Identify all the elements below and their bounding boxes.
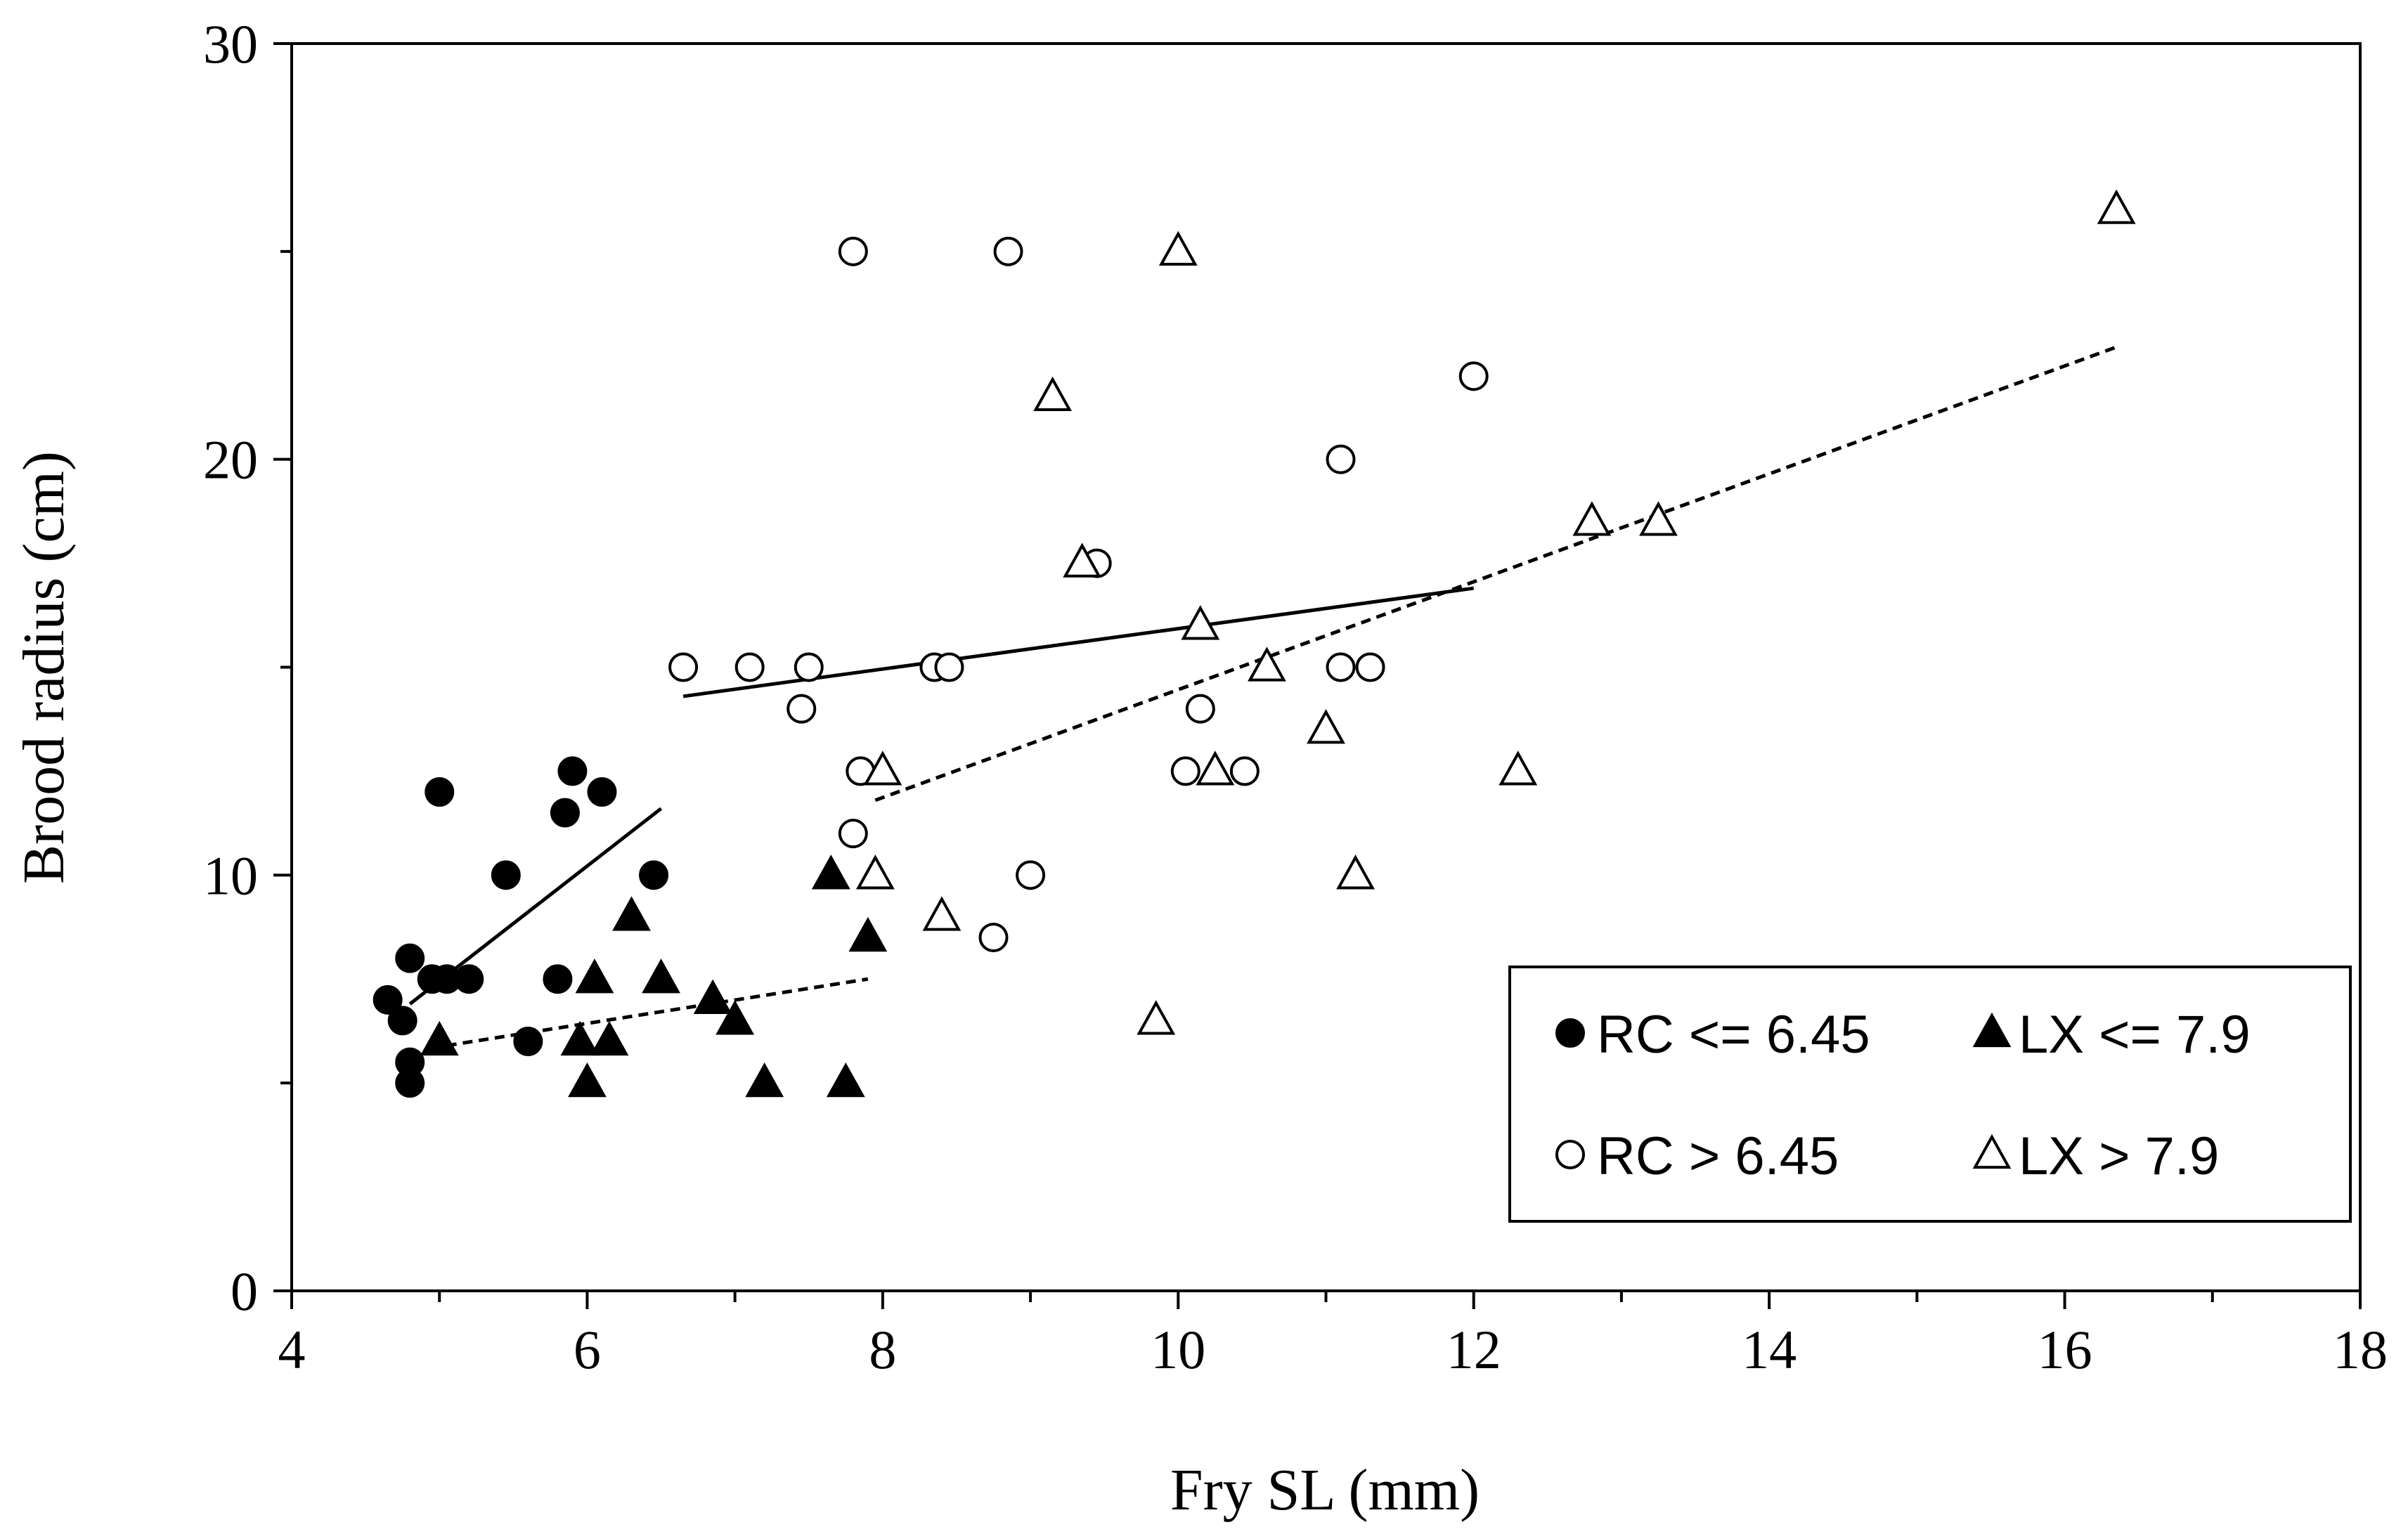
data-point-triangle-filled <box>642 958 680 994</box>
data-point-triangle-open <box>863 750 902 786</box>
x-tick-label: 10 <box>1151 1319 1205 1380</box>
data-point-triangle-filled <box>560 1020 600 1056</box>
data-point-circle-filled <box>395 943 425 973</box>
data-point-circle-filled <box>425 777 455 807</box>
data-point-circle-open <box>1185 694 1215 724</box>
y-tick-label: 20 <box>203 429 258 490</box>
y-axis-ticks: 0 10 20 30 <box>203 13 292 1322</box>
y-tick-label: 30 <box>203 13 258 74</box>
legend-label: RC > 6.45 <box>1597 1126 1839 1186</box>
x-tick-label: 4 <box>278 1319 306 1380</box>
data-point-triangle-open <box>1248 646 1286 682</box>
y-axis-label: Brood radius (cm) <box>11 451 77 884</box>
data-point-circle-open <box>1326 652 1356 682</box>
data-point-circle-open <box>1355 652 1385 682</box>
data-point-circle-filled <box>491 860 521 890</box>
legend-label: RC <= 6.45 <box>1597 1005 1870 1065</box>
data-point-triangle-filled <box>568 1062 607 1098</box>
data-point-circle-open <box>794 652 824 682</box>
x-tick-label: 12 <box>1446 1319 1501 1380</box>
data-point-triangle-open <box>1181 605 1220 640</box>
data-point-triangle-filled <box>590 1020 629 1056</box>
data-point-circle-filled <box>373 984 403 1015</box>
data-point-circle-open <box>978 923 1009 953</box>
y-tick-label: 10 <box>203 845 258 906</box>
data-point-circle-open <box>1016 860 1046 890</box>
data-point-circle-open <box>993 236 1023 266</box>
data-point-triangle-open <box>922 896 962 931</box>
data-point-circle-filled <box>557 756 588 786</box>
data-point-circle-open <box>934 652 964 682</box>
data-point-triangle-open <box>2097 189 2136 224</box>
legend-marker-circle-filled <box>1555 1018 1585 1048</box>
data-point-triangle-open <box>1498 750 1538 786</box>
data-point-circle-open <box>668 652 699 682</box>
x-tick-label: 8 <box>869 1319 896 1380</box>
data-point-triangle-filled <box>848 916 888 952</box>
data-point-circle-open <box>1458 361 1489 391</box>
data-point-circle-open <box>1170 756 1200 786</box>
legend-label: LX > 7.9 <box>2019 1126 2219 1186</box>
data-point-triangle-open <box>1336 854 1375 890</box>
x-tick-label: 16 <box>2038 1319 2092 1380</box>
trendline-dashed <box>874 345 2118 802</box>
data-point-triangle-open <box>1033 376 1073 412</box>
x-tick-label: 18 <box>2333 1319 2388 1380</box>
data-point-triangle-filled <box>612 896 651 931</box>
data-point-circle-open <box>734 652 765 682</box>
data-point-circle-open <box>1326 444 1356 474</box>
data-point-circle-filled <box>513 1027 543 1056</box>
legend-marker-triangle-open <box>1972 1133 2012 1169</box>
data-point-triangle-filled <box>575 958 614 994</box>
legend-box <box>1508 966 2352 1223</box>
data-point-triangle-open <box>1572 501 1612 536</box>
data-point-triangle-filled <box>811 854 850 890</box>
x-axis-label: Fry SL (mm) <box>1170 1457 1480 1523</box>
data-point-triangle-open <box>1063 542 1102 578</box>
data-point-triangle-open <box>855 854 895 890</box>
data-point-triangle-open <box>1158 230 1198 266</box>
data-point-triangle-filled <box>716 1000 755 1035</box>
legend: RC <= 6.45 LX <= 7.9 RC > 6.45 LX > 7.9 <box>1508 966 2352 1223</box>
data-point-triangle-filled <box>745 1062 784 1098</box>
data-point-triangle-open <box>1639 501 1678 536</box>
data-point-triangle-open <box>1196 750 1235 786</box>
data-points <box>373 189 2136 1098</box>
legend-marker-circle-open <box>1555 1140 1585 1169</box>
data-point-circle-filled <box>587 777 617 807</box>
data-point-circle-filled <box>387 1006 417 1036</box>
data-point-triangle-filled <box>826 1062 865 1098</box>
y-tick-label: 0 <box>231 1261 258 1322</box>
x-tick-label: 6 <box>574 1319 601 1380</box>
data-point-circle-open <box>838 236 868 266</box>
data-point-triangle-open <box>1137 1000 1176 1035</box>
x-axis-ticks: 4 6 8 10 12 14 16 18 <box>278 1291 2388 1380</box>
data-point-circle-open <box>1229 756 1260 786</box>
legend-marker-triangle-filled <box>1972 1012 2012 1048</box>
data-point-circle-filled <box>639 860 669 890</box>
data-point-triangle-filled <box>420 1020 459 1056</box>
data-point-triangle-open <box>1307 709 1345 744</box>
data-point-circle-filled <box>550 798 580 828</box>
data-point-circle-filled <box>454 964 484 994</box>
legend-label: LX <= 7.9 <box>2019 1005 2251 1065</box>
data-point-circle-open <box>838 819 868 849</box>
data-point-triangle-filled <box>693 979 732 1014</box>
x-tick-label: 14 <box>1742 1319 1797 1380</box>
data-point-circle-filled <box>543 964 573 994</box>
data-point-circle-open <box>787 694 817 724</box>
data-point-circle-filled <box>395 1068 425 1098</box>
